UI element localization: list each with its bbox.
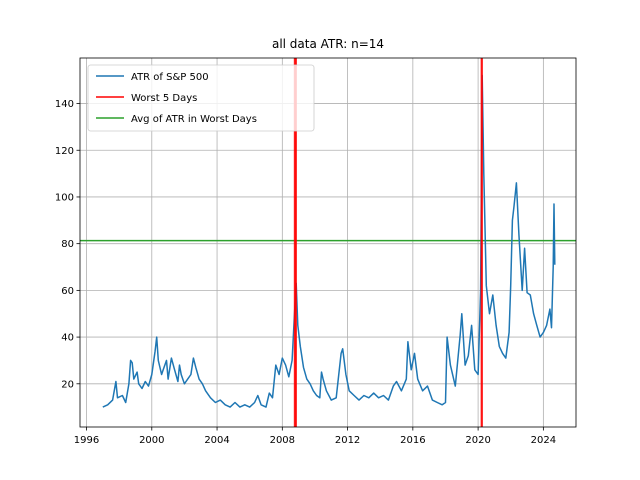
- x-tick-label: 2000: [139, 435, 164, 446]
- x-tick-label: 2004: [204, 435, 229, 446]
- x-tick-label: 2012: [335, 435, 360, 446]
- x-tick-label: 2020: [465, 435, 490, 446]
- y-tick-label: 40: [61, 333, 74, 344]
- y-tick-label: 120: [55, 146, 74, 157]
- x-tick-label: 2024: [531, 435, 556, 446]
- y-tick-label: 60: [61, 286, 74, 297]
- atr-series-line: [102, 74, 556, 408]
- y-tick-label: 20: [61, 379, 74, 390]
- y-tick-label: 80: [61, 239, 74, 250]
- legend-box: [87, 64, 315, 132]
- series-lines: [102, 74, 556, 408]
- legend-label: Worst 5 Days: [131, 93, 197, 104]
- x-tick-label: 2016: [400, 435, 425, 446]
- chart-title: all data ATR: n=14: [272, 37, 384, 51]
- legend-label: ATR of S&P 500: [131, 72, 209, 83]
- x-tick-label: 1996: [74, 435, 99, 446]
- legend-label: Avg of ATR in Worst Days: [131, 114, 257, 125]
- y-tick-label: 140: [55, 99, 74, 110]
- legend: ATR of S&P 500 Worst 5 Days Avg of ATR in …: [87, 64, 315, 132]
- plot-area-frame: [79, 57, 577, 428]
- x-tick-label: 2008: [270, 435, 295, 446]
- x-axis-ticks: 1996 2000 2004 2008 2012 2016 2020 2024: [74, 427, 556, 446]
- y-axis-ticks: 20 40 60 80 100 120 140: [55, 99, 80, 390]
- y-tick-label: 100: [55, 192, 74, 203]
